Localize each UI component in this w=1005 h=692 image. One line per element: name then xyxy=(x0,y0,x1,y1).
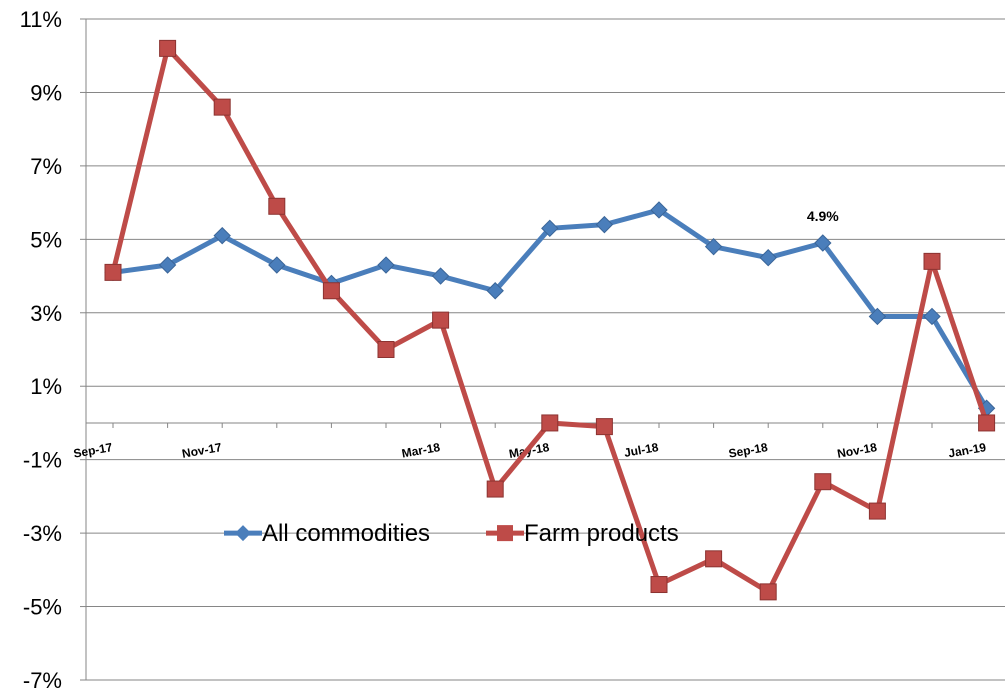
data-point-farm-products xyxy=(868,502,886,520)
data-point-farm-products xyxy=(595,418,613,436)
series-line-farm-products xyxy=(110,45,989,595)
data-point-all-commodities xyxy=(431,267,450,285)
y-tick-label: 1% xyxy=(30,374,62,399)
x-tick-label: Sep-18 xyxy=(728,440,770,461)
x-axis-ticks: Sep-17 Nov-17 Mar-18 May-18 Jul-18 Sep-18 Nov-… xyxy=(72,422,987,461)
y-tick-label: -5% xyxy=(23,595,62,620)
data-point-all-commodities xyxy=(814,234,832,252)
y-axis-ticks: 11% 9% 7% 5% 3% 1% -1% -3% -5% -7% xyxy=(20,7,86,692)
data-point-farm-products xyxy=(650,576,668,594)
data-point-all-commodities xyxy=(923,307,941,326)
x-tick-label: Jan-19 xyxy=(947,440,987,460)
data-point-farm-products xyxy=(377,341,395,358)
y-tick-label: -7% xyxy=(23,668,62,692)
series-group xyxy=(104,39,996,601)
y-tick-label: -3% xyxy=(23,521,62,546)
data-point-all-commodities xyxy=(486,282,504,300)
gridlines xyxy=(86,18,1005,681)
data-point-farm-products xyxy=(104,263,122,281)
data-label: 4.9% xyxy=(807,208,839,224)
x-tick-label: Mar-18 xyxy=(401,440,442,461)
data-point-farm-products xyxy=(486,480,504,498)
axes xyxy=(85,19,1005,680)
legend-all-commodities-label: All commodities xyxy=(262,520,430,547)
x-tick-label: Nov-17 xyxy=(181,440,223,461)
data-point-farm-products xyxy=(759,583,777,601)
data-point-all-commodities xyxy=(158,256,177,274)
x-tick-label: Nov-18 xyxy=(836,440,878,461)
x-tick-label: Sep-17 xyxy=(72,440,114,461)
legend-farm-products-marker xyxy=(497,525,513,542)
legend-farm-products-label: Farm products xyxy=(524,520,679,547)
y-tick-label: 5% xyxy=(30,227,62,252)
data-point-farm-products xyxy=(705,550,723,568)
y-tick-label: 3% xyxy=(30,301,62,326)
data-point-all-commodities xyxy=(213,226,231,245)
data-point-all-commodities xyxy=(650,201,668,219)
data-point-farm-products xyxy=(432,311,450,329)
data-point-farm-products xyxy=(268,197,286,215)
y-tick-label: 9% xyxy=(30,80,62,105)
data-point-farm-products xyxy=(322,282,340,300)
data-point-all-commodities xyxy=(541,219,559,238)
legend: All commodities Farm products xyxy=(224,520,679,547)
data-point-farm-products xyxy=(978,414,996,432)
data-point-all-commodities xyxy=(868,307,887,326)
data-point-all-commodities xyxy=(268,256,286,274)
data-point-farm-products xyxy=(814,473,832,491)
y-tick-label: -1% xyxy=(23,448,62,473)
data-point-farm-products xyxy=(923,252,941,270)
y-tick-label: 11% xyxy=(20,7,62,32)
data-point-all-commodities xyxy=(377,256,395,274)
data-point-farm-products xyxy=(159,39,177,57)
data-point-all-commodities xyxy=(759,248,777,267)
y-tick-label: 7% xyxy=(30,154,62,179)
annotations: 4.9% xyxy=(807,208,839,224)
data-point-farm-products xyxy=(213,98,231,116)
legend-all-commodities-marker xyxy=(235,525,251,542)
data-point-all-commodities xyxy=(595,215,614,234)
data-point-farm-products xyxy=(541,414,559,432)
data-point-all-commodities xyxy=(704,237,723,256)
x-tick-label: Jul-18 xyxy=(623,440,660,460)
